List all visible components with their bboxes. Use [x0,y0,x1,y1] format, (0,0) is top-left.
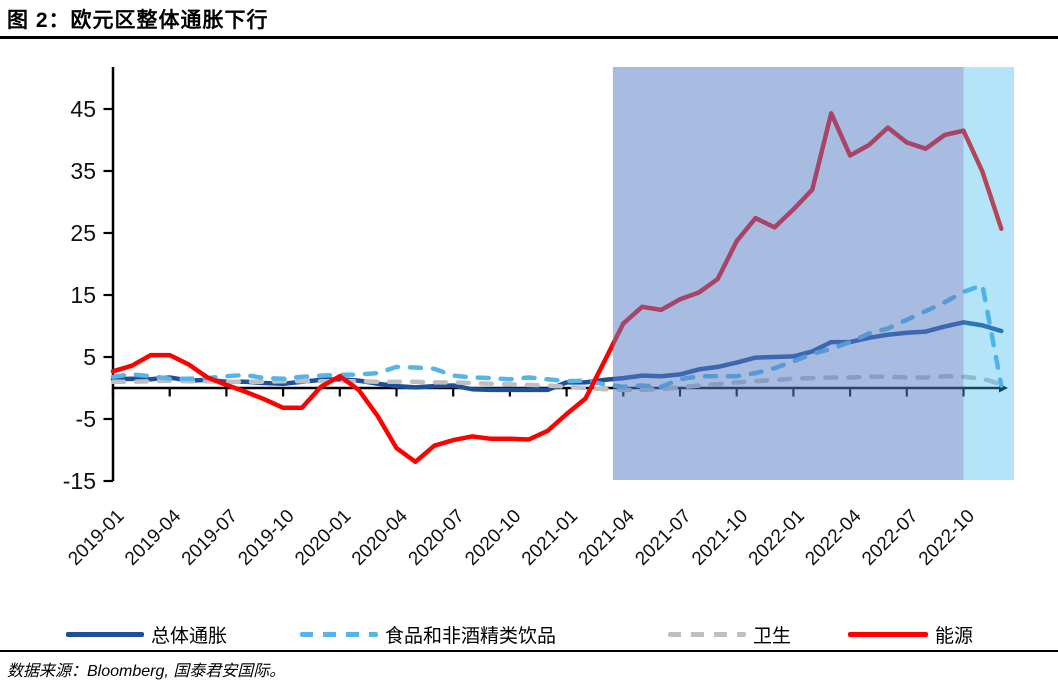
x-tick-label: 2020-07 [405,506,469,570]
y-tick-label: 45 [70,96,96,122]
y-tick-label: -5 [76,406,96,432]
legend-item-health: 卫生 [668,620,791,648]
x-tick-label: 2019-07 [178,506,242,570]
x-tick-label: 2022-10 [915,506,979,570]
legend-item-food: 食品和非酒精类饮品 [300,620,556,648]
x-tick-label: 2020-01 [291,506,355,570]
legend-label-health: 卫生 [753,625,792,647]
highlight-region-0 [612,67,964,480]
x-tick-label: 2021-04 [575,505,639,569]
x-tick-label: 2021-10 [688,506,752,570]
legend-item-energy: 能源 [848,620,973,648]
y-tick-label: 5 [83,344,96,370]
legend-item-total: 总体通胀 [66,620,227,648]
x-tick-label: 2021-07 [631,506,695,570]
y-tick-label: 35 [70,158,96,184]
legend-swatch-food [300,631,378,637]
legend-swatch-total [66,631,144,637]
series-line-1 [110,282,1004,390]
legend-label-food: 食品和非酒精类饮品 [385,625,557,647]
highlight-region-1 [963,67,1014,480]
legend-label-energy: 能源 [935,625,974,647]
x-tick-label: 2022-07 [858,506,922,570]
legend-swatch-energy [848,631,928,637]
x-tick-label: 2019-04 [121,505,185,569]
legend-swatch-health [668,631,746,637]
y-tick-label: 15 [70,282,96,308]
y-tick-label: 25 [70,220,96,246]
x-tick-label: 2020-04 [348,505,412,569]
legend-label-total: 总体通胀 [151,625,228,647]
x-tick-label: 2019-10 [234,506,298,570]
source-divider [0,650,1058,652]
x-tick-label: 2019-01 [64,506,128,570]
x-tick-label: 2021-01 [518,506,582,570]
data-source-note: 数据来源：Bloomberg, 国泰君安国际。 [7,663,286,680]
chart-legend: 总体通胀 食品和非酒精类饮品 卫生 能源 [0,620,1058,648]
page-title: 图 2：欧元区整体通胀下行 [7,9,269,32]
x-tick-label: 2022-01 [745,506,809,570]
title-divider [0,36,1058,39]
y-tick-label: -15 [63,468,96,494]
x-tick-label: 2022-04 [801,505,865,569]
x-tick-label: 2020-10 [461,506,525,570]
